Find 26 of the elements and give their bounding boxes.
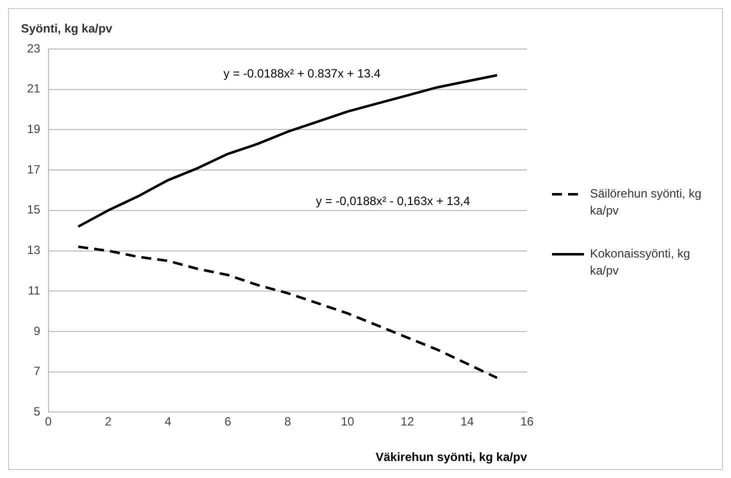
y-tick-label: 5: [34, 404, 41, 419]
legend-label: Säilörehun syönti, kg ka/pv: [590, 186, 702, 218]
y-tick-label: 15: [26, 202, 41, 217]
y-tick-label: 7: [34, 364, 41, 378]
y-axis-title: Syönti, kg ka/pv: [21, 21, 113, 36]
y-tick-label: 23: [26, 41, 41, 56]
y-tick-label: 19: [26, 122, 41, 136]
x-tick-label: 10: [340, 414, 354, 429]
x-tick-label: 8: [284, 414, 292, 429]
x-tick-label: 16: [520, 414, 534, 429]
annotation: y = -0,0188x² - 0,163x + 13,4: [316, 194, 470, 208]
legend-label: Kokonaissyönti, kg ka/pv: [590, 246, 690, 278]
x-tick-label: 12: [400, 414, 414, 429]
line-series: [77, 245, 498, 380]
x-tick-label: 2: [104, 414, 112, 429]
x-tick-label: 14: [460, 414, 474, 429]
y-tick-label: 13: [26, 243, 41, 258]
y-tick-label: 21: [26, 82, 41, 96]
annotation: y = -0.0188x² + 0.837x + 13.4: [223, 66, 381, 81]
y-tick-label: 9: [34, 324, 41, 338]
x-tick-label: 4: [164, 414, 172, 429]
x-tick-label: 6: [224, 414, 232, 429]
y-tick-label: 17: [26, 162, 41, 176]
y-tick-label: 11: [28, 283, 41, 298]
x-axis-title: Väkirehun syönti, kg ka/pv: [376, 450, 528, 464]
x-tick-label: 0: [45, 414, 52, 429]
